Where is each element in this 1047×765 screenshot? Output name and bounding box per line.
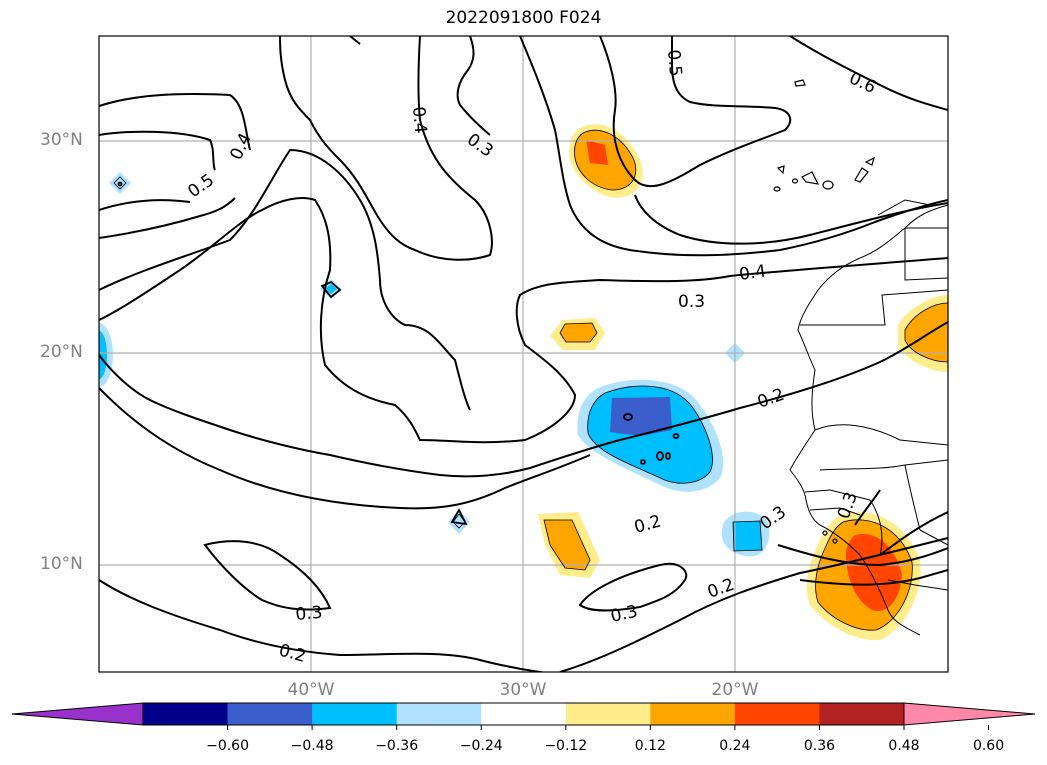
contour-label: 0.5 [663,49,685,78]
contour-label: 0.3 [609,602,640,627]
contour-label: 0.4 [408,106,430,135]
colorbar-segments [143,703,905,725]
colorbar-extend-low [11,702,144,726]
colorbar-tick-label: 0.48 [888,738,920,754]
lon-label-20w: 20°W [711,680,759,700]
map-title: 2022091800 F024 [445,8,602,28]
negative-anomaly-central [577,379,724,492]
positive-anomaly-north [569,124,643,198]
contour-label: 0.5 [184,170,218,202]
positive-anomaly-guinea [806,512,921,641]
colorbar-tick-label: 0.36 [803,738,836,754]
colorbar-segment [481,703,567,725]
colorbar-tick-label: 0.60 [972,738,1005,754]
lat-label-10n: 10°N [40,554,83,574]
contour-label: 0.2 [755,385,787,413]
positive-anomaly-east-edge [898,295,948,372]
colorbar-extend-high [903,702,1036,726]
map-frame [98,35,949,673]
colorbar-tick-label: −0.24 [459,738,503,754]
colorbar-segment [227,703,313,725]
contour-lines [99,36,948,672]
colorbar-segment [143,703,229,725]
contour-label: 0.3 [295,603,324,625]
lon-label-40w: 40°W [287,680,335,700]
contour-label: 0.6 [846,68,879,98]
colorbar-segment [312,703,398,725]
contour-label: 0.4 [226,130,256,163]
colorbar-tick-label: 0.24 [719,738,751,754]
filled-anomalies [99,124,948,641]
contour-label: 0.2 [705,575,737,603]
contour-label: 0.3 [463,130,497,162]
colorbar-segment [734,703,820,725]
gridlines [99,36,948,672]
colorbar-segment [819,703,905,725]
lat-label-20n: 20°N [40,342,83,362]
coastlines [789,199,948,636]
lat-label-30n: 30°N [40,130,83,150]
colorbar [11,702,1036,730]
contour-label: 0.2 [277,641,308,667]
negative-anomaly-west-edge [99,323,113,387]
colorbar-tick-label: −0.36 [375,738,419,754]
small-contour-loops [117,181,680,526]
colorbar-segment [650,703,736,725]
contour-label: 0.2 [632,512,663,538]
colorbar-segment [565,703,651,725]
contour-label: 0.4 [738,261,768,285]
contour-label: 0.3 [678,292,705,312]
islands [773,79,875,544]
colorbar-tick-label: 0.12 [634,738,666,754]
colorbar-tick-label: −0.60 [206,738,249,754]
positive-anomaly-south [538,512,600,578]
anomaly-outlines [113,129,948,631]
colorbar-segment [396,703,482,725]
negative-anomaly-spot [448,510,470,534]
colorbar-tick-label: −0.12 [544,738,588,754]
colorbar-tick-label: −0.48 [290,738,334,754]
lon-label-30w: 30°W [499,680,547,700]
positive-anomaly-mid [550,318,605,350]
